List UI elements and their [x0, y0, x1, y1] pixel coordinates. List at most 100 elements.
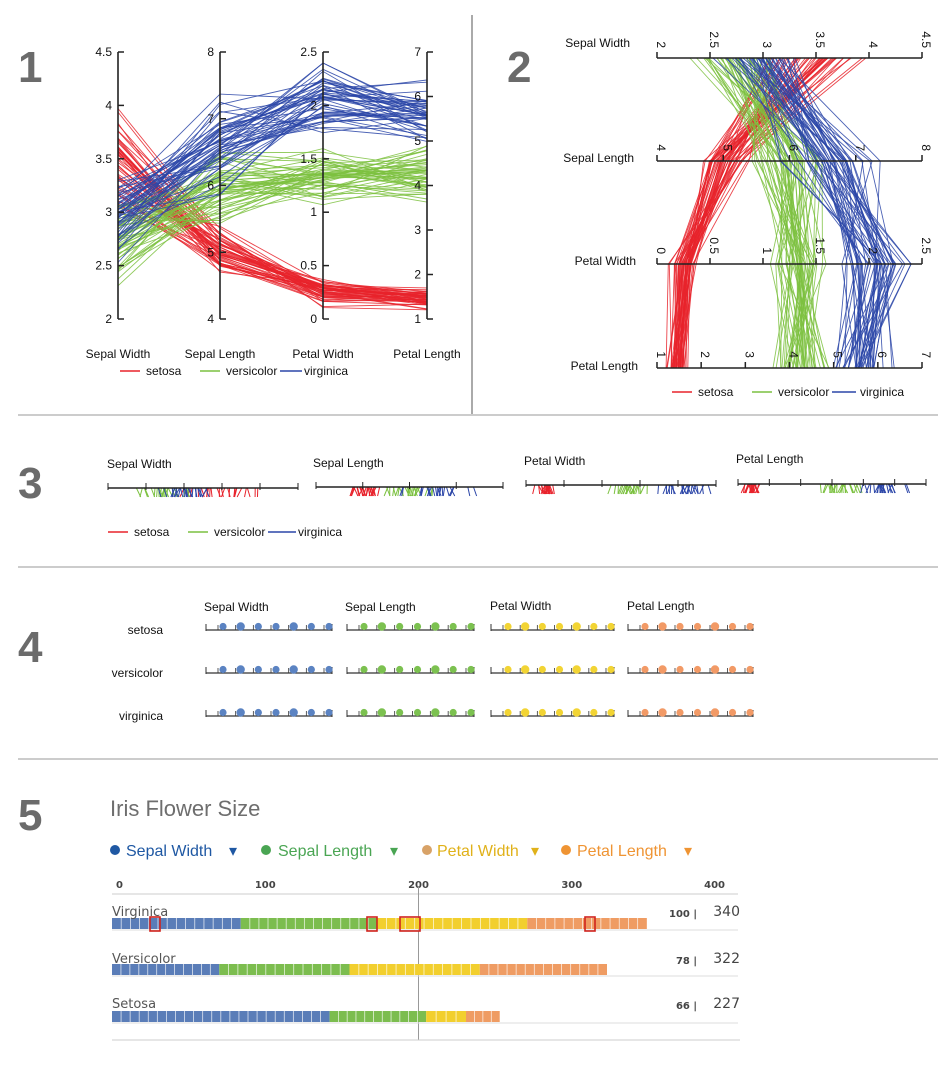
p1-line-versicolor [117, 169, 428, 246]
p2-line-virginica [757, 57, 873, 369]
p5-legend-petal-width-chevron-icon[interactable]: ▾ [531, 843, 539, 860]
p4-dot [272, 708, 280, 717]
p3-strip-mark-versicolor [383, 486, 389, 497]
p4-dot [307, 665, 315, 674]
p4-dot [377, 622, 387, 631]
p2-line-virginica [778, 57, 881, 369]
p4-dot [572, 622, 581, 631]
p1-line-virginica [117, 117, 428, 210]
p2-line-versicolor [768, 57, 809, 369]
p4-dot [676, 708, 684, 717]
p3-strip-mark-virginica [905, 483, 911, 494]
p3-strip-mark-versicolor [841, 483, 844, 494]
p2-tick-label: 2 [698, 351, 712, 358]
p3-axis-label-petal-length: Petal Length [736, 452, 803, 466]
p3-strip-mark-setosa [753, 483, 757, 494]
p4-dot [693, 665, 702, 674]
p3-strip-mark-versicolor [853, 483, 858, 494]
p1-tick-label: 4.5 [95, 45, 112, 59]
p1-line-versicolor [117, 184, 428, 222]
p3-strip-mark-virginica [448, 486, 455, 497]
p5-legend-sepal-length[interactable]: Sepal Length [278, 843, 372, 860]
p1-tick-label: 2 [310, 98, 317, 112]
p4-dot [467, 622, 475, 631]
p2-tick-label: 4 [654, 144, 668, 151]
p2-tick-label: 7 [919, 351, 933, 358]
p4-dot [504, 665, 512, 674]
p1-tick-label: 4 [207, 312, 214, 326]
p3-strip-mark-setosa [742, 483, 746, 494]
p3-strip-mark-virginica [874, 483, 880, 494]
p5-legend-petal-length[interactable]: Petal Length [577, 843, 667, 860]
p2-line-virginica [742, 57, 884, 369]
p2-axis-label-sepal-width: Sepal Width [565, 36, 630, 50]
p3-strip-mark-versicolor [822, 483, 827, 494]
panel-1-parallel-coordinates: 4.5 4 3.5 3 2.5 2 8 7 6 5 4 2.5 2 1.5 1 0.5 0 7 6 5 4 3 2 1 Sep… [86, 45, 461, 378]
p3-strip-mark-virginica [860, 483, 864, 494]
p1-tick-label: 6 [414, 90, 421, 104]
p4-dot [728, 665, 737, 674]
p5-total-versicolor: 322 [713, 951, 740, 967]
p5-label-virginica: Virginica [112, 905, 168, 920]
p4-dot [728, 622, 737, 631]
p3-axis-label-petal-width: Petal Width [524, 454, 585, 468]
p3-strip-mark-setosa [549, 484, 554, 495]
p2-line-versicolor [719, 57, 802, 369]
p3-strip-mark-versicolor [156, 487, 158, 498]
p4-dot [467, 708, 475, 717]
p2-line-virginica [740, 57, 863, 369]
p1-tick-label: 1 [310, 205, 317, 219]
p4-dot [254, 665, 262, 674]
p3-strip-mark-setosa [754, 483, 759, 494]
p3-strip-mark-setosa [349, 486, 355, 497]
p2-line-versicolor [729, 57, 806, 369]
p2-line-virginica [786, 57, 875, 369]
p1-line-virginica [117, 111, 428, 236]
p3-strip-mark-virginica [865, 483, 871, 494]
p1-tick-label: 2 [105, 312, 112, 326]
p5-x-tick-label: 300 [561, 880, 582, 891]
p4-dot [693, 708, 702, 717]
p1-legend: setosa versicolor virginica [120, 364, 348, 378]
panel-2-lines [665, 57, 912, 369]
p2-line-virginica [778, 57, 895, 369]
p1-axis-label-petal-length: Petal Length [393, 347, 460, 361]
p4-dot [360, 622, 368, 631]
p1-tick-label: 3 [414, 223, 421, 237]
p1-line-versicolor [117, 181, 428, 247]
p5-highlight-box [584, 916, 596, 932]
p4-dot [219, 665, 227, 674]
p5-legend-petal-width[interactable]: Petal Width [437, 843, 519, 860]
p4-dot [467, 665, 475, 674]
p4-dot [289, 665, 298, 674]
p4-dot [272, 665, 280, 674]
p1-line-virginica [117, 62, 428, 210]
p4-dot [572, 665, 581, 674]
p1-tick-label: 0.5 [300, 259, 317, 273]
p5-legend-sepal-width-chevron-icon[interactable]: ▾ [229, 843, 237, 860]
p3-strip-mark-virginica [873, 483, 876, 494]
p3-strip-mark-versicolor [828, 483, 831, 494]
p1-tick-label: 1.5 [300, 152, 317, 166]
p3-strip-mark-virginica [170, 487, 176, 498]
p4-dot [590, 665, 598, 674]
p1-axis-label-sepal-length: Sepal Length [185, 347, 256, 361]
p4-dot [377, 708, 387, 717]
p2-line-versicolor [727, 57, 827, 369]
p3-strip-mark-versicolor [392, 486, 397, 497]
p2-line-virginica [739, 57, 870, 369]
p5-legend-sepal-width[interactable]: Sepal Width [126, 843, 212, 860]
p5-legend-petal-length-chevron-icon[interactable]: ▾ [684, 843, 692, 860]
p1-tick-label: 2.5 [95, 259, 112, 273]
p2-line-virginica [765, 57, 912, 369]
p4-dot [538, 622, 546, 631]
p3-strip-mark-setosa [246, 487, 251, 498]
p4-dot [658, 708, 667, 717]
p3-strip-mark-virginica [185, 487, 189, 498]
p1-line-versicolor [117, 173, 428, 256]
p3-strip-mark-virginica [428, 486, 431, 497]
p3-strip-mark-setosa [532, 484, 536, 495]
panel-number-1: 1 [18, 43, 42, 92]
p5-legend-sepal-length-chevron-icon[interactable]: ▾ [390, 843, 398, 860]
p3-strip-mark-versicolor [830, 483, 832, 494]
